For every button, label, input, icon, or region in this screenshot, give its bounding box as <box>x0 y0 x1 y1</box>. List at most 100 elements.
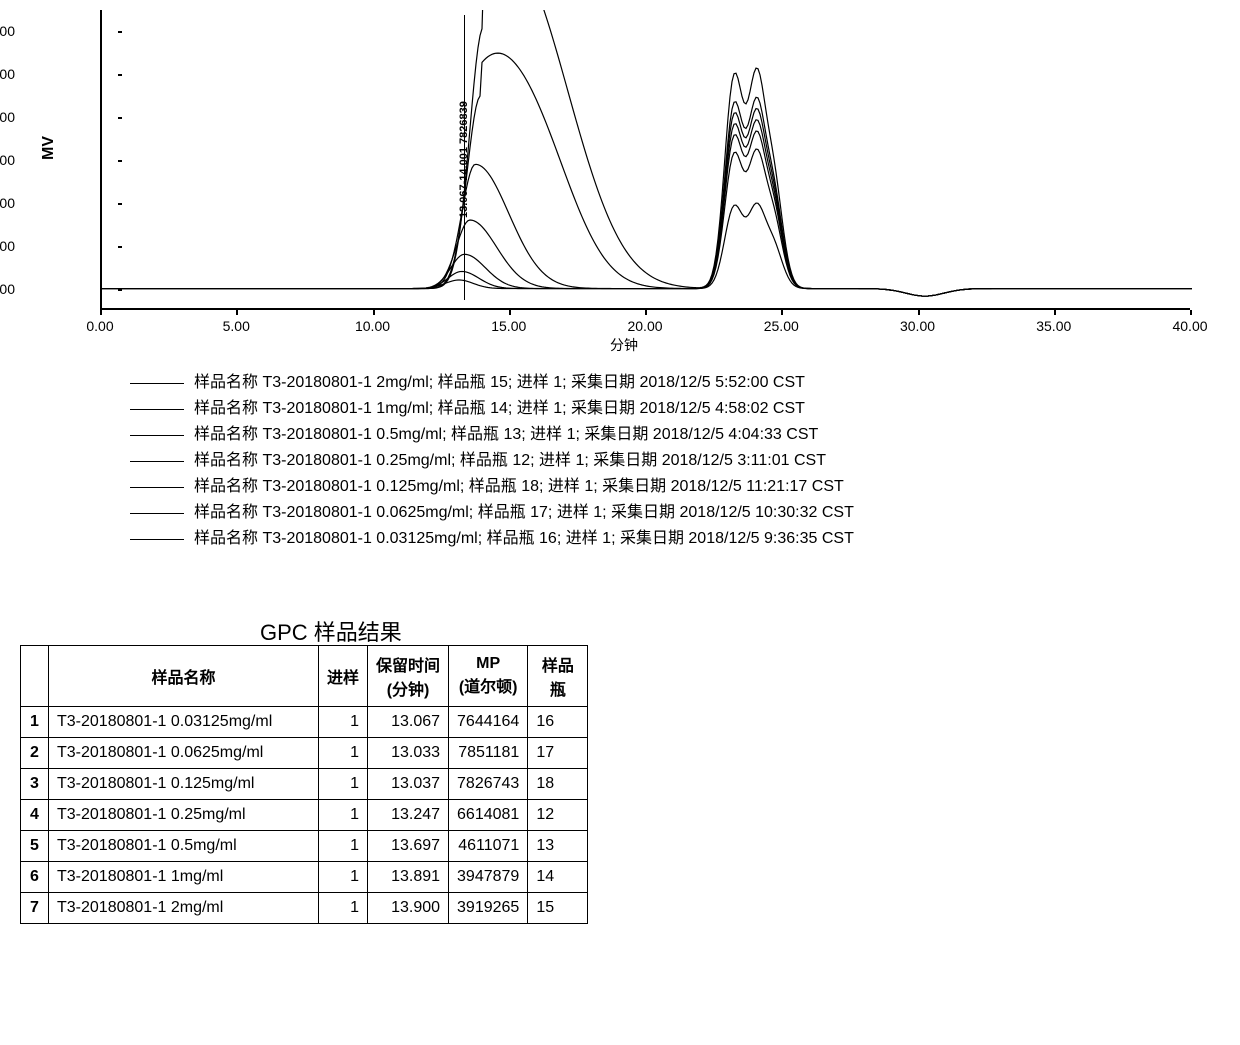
table-header-cell: 样品名称 <box>49 646 319 707</box>
table-cell: 1 <box>319 831 368 862</box>
table-cell: T3-20180801-1 2mg/ml <box>49 893 319 924</box>
legend-row: 样品名称 T3-20180801-1 1mg/ml; 样品瓶 14; 进样 1;… <box>130 396 854 422</box>
y-tick-label: 0.00 <box>0 281 15 297</box>
table-cell: 3947879 <box>449 862 528 893</box>
table-row: 7T3-20180801-1 2mg/ml113.900391926515 <box>21 893 588 924</box>
legend-line-swatch <box>130 539 184 540</box>
table-cell: 7644164 <box>449 707 528 738</box>
table-title: GPC 样品结果 <box>260 615 402 647</box>
table-header-cell: 进样 <box>319 646 368 707</box>
y-tick-label: 2.00 <box>0 238 15 254</box>
table-header-cell: 保留时间(分钟) <box>368 646 449 707</box>
table-cell: 13.067 <box>368 707 449 738</box>
table-cell: 2 <box>21 738 49 769</box>
chromatogram-trace <box>102 109 1192 296</box>
table-row: 4T3-20180801-1 0.25mg/ml113.247661408112 <box>21 800 588 831</box>
table-cell: 13.697 <box>368 831 449 862</box>
legend-line-swatch <box>130 487 184 488</box>
chromatogram-trace <box>102 131 1192 296</box>
legend-line-swatch <box>130 383 184 384</box>
table-cell: 16 <box>528 707 588 738</box>
table-cell: 7826743 <box>449 769 528 800</box>
table-cell: 13.900 <box>368 893 449 924</box>
table-cell: 13.037 <box>368 769 449 800</box>
table-cell: 18 <box>528 769 588 800</box>
table-cell: T3-20180801-1 0.125mg/ml <box>49 769 319 800</box>
table-cell: 6614081 <box>449 800 528 831</box>
table-row: 3T3-20180801-1 0.125mg/ml113.03778267431… <box>21 769 588 800</box>
legend-row: 样品名称 T3-20180801-1 0.25mg/ml; 样品瓶 12; 进样… <box>130 448 854 474</box>
legend-row: 样品名称 T3-20180801-1 0.0625mg/ml; 样品瓶 17; … <box>130 500 854 526</box>
table-cell: 1 <box>319 707 368 738</box>
table-cell: 4611071 <box>449 831 528 862</box>
legend-line-swatch <box>130 435 184 436</box>
table-cell: T3-20180801-1 0.0625mg/ml <box>49 738 319 769</box>
table-cell: 15 <box>528 893 588 924</box>
y-tick-label: 4.00 <box>0 195 15 211</box>
table-row: 6T3-20180801-1 1mg/ml113.891394787914 <box>21 862 588 893</box>
table-cell: 1 <box>21 707 49 738</box>
table-cell: 13.247 <box>368 800 449 831</box>
table-cell: 1 <box>319 738 368 769</box>
table-header-cell <box>21 646 49 707</box>
table-cell: 4 <box>21 800 49 831</box>
legend-line-swatch <box>130 513 184 514</box>
legend-row: 样品名称 T3-20180801-1 0.125mg/ml; 样品瓶 18; 进… <box>130 474 854 500</box>
table-cell: 13 <box>528 831 588 862</box>
table-cell: 7851181 <box>449 738 528 769</box>
table-cell: 14 <box>528 862 588 893</box>
y-tick-label: 12.00 <box>0 23 15 39</box>
chromatogram-trace <box>102 203 1192 296</box>
legend-label: 样品名称 T3-20180801-1 0.5mg/ml; 样品瓶 13; 进样 … <box>194 422 818 448</box>
table-cell: 13.033 <box>368 738 449 769</box>
table-cell: 1 <box>319 893 368 924</box>
table-cell: 5 <box>21 831 49 862</box>
y-tick-label: 6.00 <box>0 152 15 168</box>
plot-area: 13.067-14.001 7826839 <box>100 10 1190 310</box>
table-row: 1T3-20180801-1 0.03125mg/ml113.067764416… <box>21 707 588 738</box>
x-tick-label: 0.00 <box>86 318 113 334</box>
y-axis-label: MV <box>40 136 58 160</box>
legend-label: 样品名称 T3-20180801-1 0.125mg/ml; 样品瓶 18; 进… <box>194 474 844 500</box>
table-cell: T3-20180801-1 0.03125mg/ml <box>49 707 319 738</box>
legend-row: 样品名称 T3-20180801-1 0.03125mg/ml; 样品瓶 16;… <box>130 526 854 552</box>
table-cell: 3919265 <box>449 893 528 924</box>
y-tick-label: 10.00 <box>0 66 15 82</box>
legend-label: 样品名称 T3-20180801-1 2mg/ml; 样品瓶 15; 进样 1;… <box>194 370 805 396</box>
legend-line-swatch <box>130 461 184 462</box>
x-tick-label: 15.00 <box>491 318 526 334</box>
table-row: 5T3-20180801-1 0.5mg/ml113.697461107113 <box>21 831 588 862</box>
legend-row: 样品名称 T3-20180801-1 0.5mg/ml; 样品瓶 13; 进样 … <box>130 422 854 448</box>
table-cell: 1 <box>319 862 368 893</box>
x-tick-label: 25.00 <box>764 318 799 334</box>
table-cell: 17 <box>528 738 588 769</box>
peak-marker-label: 13.067-14.001 7826839 <box>458 101 470 218</box>
x-tick-label: 20.00 <box>627 318 662 334</box>
chromatogram-trace <box>102 53 1192 296</box>
x-tick-label: 5.00 <box>223 318 250 334</box>
table-row: 2T3-20180801-1 0.0625mg/ml113.0337851181… <box>21 738 588 769</box>
legend-label: 样品名称 T3-20180801-1 1mg/ml; 样品瓶 14; 进样 1;… <box>194 396 805 422</box>
table-cell: T3-20180801-1 0.5mg/ml <box>49 831 319 862</box>
table-header-cell: MP(道尔顿) <box>449 646 528 707</box>
x-tick-label: 30.00 <box>900 318 935 334</box>
legend-label: 样品名称 T3-20180801-1 0.03125mg/ml; 样品瓶 16;… <box>194 526 854 552</box>
table-cell: 12 <box>528 800 588 831</box>
chart-legend: 样品名称 T3-20180801-1 2mg/ml; 样品瓶 15; 进样 1;… <box>130 370 854 552</box>
table-cell: 13.891 <box>368 862 449 893</box>
legend-row: 样品名称 T3-20180801-1 2mg/ml; 样品瓶 15; 进样 1;… <box>130 370 854 396</box>
table-cell: T3-20180801-1 0.25mg/ml <box>49 800 319 831</box>
table-cell: 6 <box>21 862 49 893</box>
table-cell: 1 <box>319 800 368 831</box>
chromatogram-trace <box>102 10 1192 296</box>
table-header-cell: 样品瓶 <box>528 646 588 707</box>
chromatogram-trace <box>102 120 1192 296</box>
x-tick-label: 40.00 <box>1172 318 1207 334</box>
chromatogram-chart: MV 分钟 0.002.004.006.008.0010.0012.00 0.0… <box>40 10 1200 350</box>
table-cell: 3 <box>21 769 49 800</box>
x-tick-label: 35.00 <box>1036 318 1071 334</box>
legend-label: 样品名称 T3-20180801-1 0.0625mg/ml; 样品瓶 17; … <box>194 500 854 526</box>
legend-line-swatch <box>130 409 184 410</box>
x-axis-label: 分钟 <box>610 335 638 355</box>
results-table: 样品名称进样保留时间(分钟)MP(道尔顿)样品瓶1T3-20180801-1 0… <box>20 645 588 924</box>
